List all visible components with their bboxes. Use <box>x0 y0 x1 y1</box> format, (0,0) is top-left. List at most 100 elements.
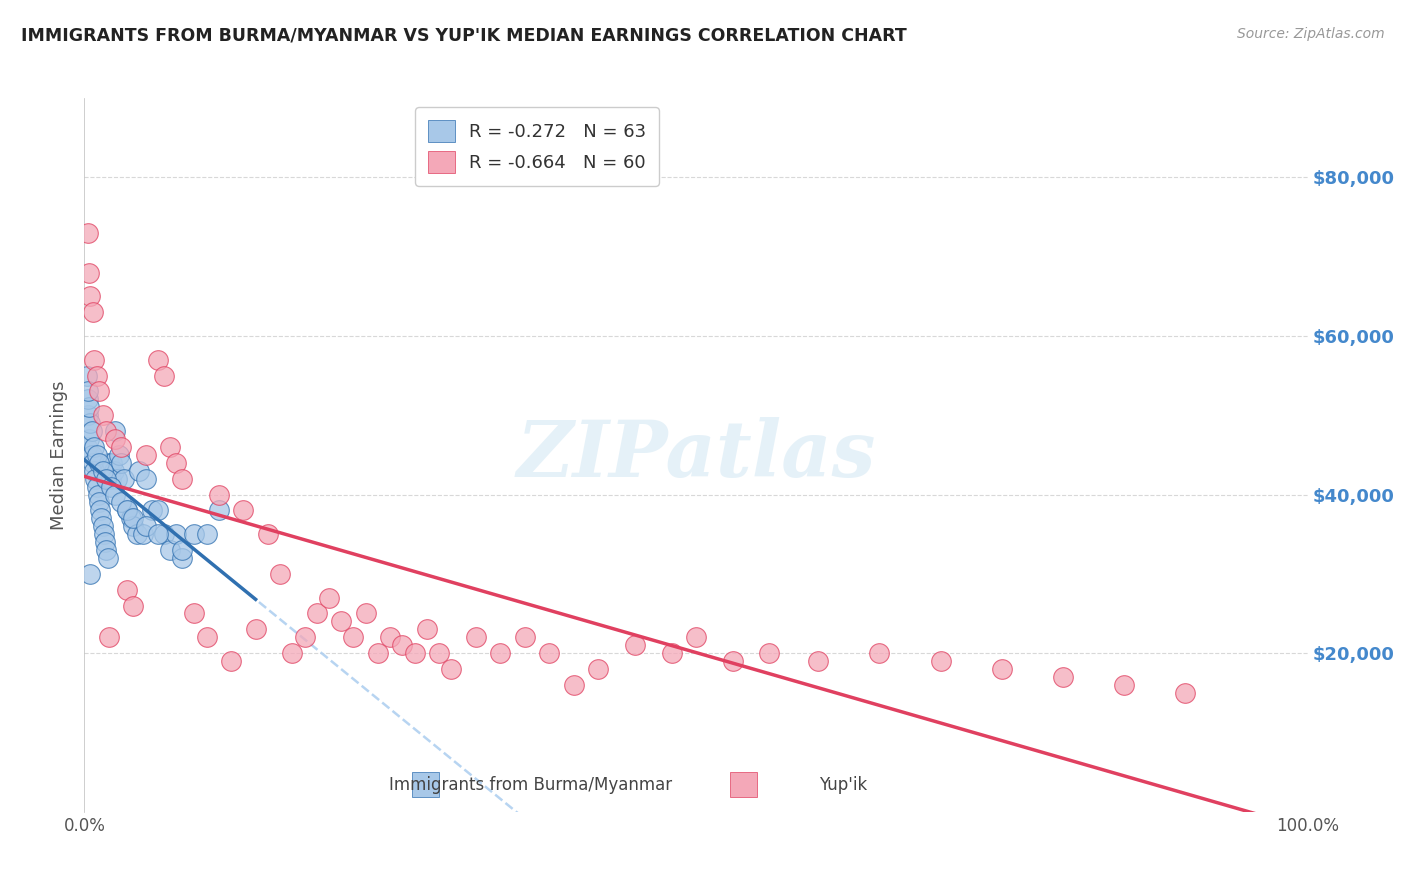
Point <box>153 527 176 541</box>
Point <box>489 646 512 660</box>
Point <box>96 543 118 558</box>
Text: Source: ZipAtlas.com: Source: ZipAtlas.com <box>1237 27 1385 41</box>
Point <box>87 456 110 470</box>
Point <box>367 646 389 660</box>
Legend: R = -0.272   N = 63, R = -0.664   N = 60: R = -0.272 N = 63, R = -0.664 N = 60 <box>415 107 659 186</box>
Point <box>141 503 163 517</box>
Point <box>79 289 101 303</box>
Point <box>183 527 205 541</box>
Point <box>380 630 402 644</box>
Point <box>110 440 132 454</box>
Point <box>96 472 118 486</box>
Point <box>110 456 132 470</box>
Point <box>342 630 364 644</box>
Point <box>77 384 100 399</box>
Point <box>86 368 108 383</box>
Point <box>135 472 157 486</box>
Point <box>125 527 148 541</box>
Point <box>77 226 100 240</box>
Point <box>758 646 780 660</box>
Point <box>146 352 169 367</box>
Point <box>1174 686 1197 700</box>
Point <box>135 519 157 533</box>
Point <box>80 424 103 438</box>
Point <box>76 368 98 383</box>
Point <box>721 654 744 668</box>
Point <box>101 456 124 470</box>
Y-axis label: Median Earnings: Median Earnings <box>51 380 69 530</box>
Point <box>1114 678 1136 692</box>
Bar <box>730 772 758 797</box>
Point <box>929 654 952 668</box>
Point <box>122 511 145 525</box>
Point <box>105 472 128 486</box>
Point <box>77 392 100 407</box>
Point <box>77 401 100 415</box>
Point <box>77 266 100 280</box>
Point <box>115 503 138 517</box>
Point <box>354 607 377 621</box>
Point <box>94 535 117 549</box>
Point <box>146 527 169 541</box>
Point <box>165 527 187 541</box>
Point <box>120 511 142 525</box>
Point <box>165 456 187 470</box>
Point <box>97 551 120 566</box>
Text: Immigrants from Burma/Myanmar: Immigrants from Burma/Myanmar <box>389 776 672 794</box>
Point <box>104 424 127 438</box>
Point <box>110 495 132 509</box>
Point <box>1052 670 1074 684</box>
Point <box>96 424 118 438</box>
Point <box>86 448 108 462</box>
Point <box>305 607 328 621</box>
Point <box>172 551 194 566</box>
Point <box>112 472 135 486</box>
Text: ZIPatlas: ZIPatlas <box>516 417 876 493</box>
Point <box>146 503 169 517</box>
Point <box>183 607 205 621</box>
Point <box>87 495 110 509</box>
Text: IMMIGRANTS FROM BURMA/MYANMAR VS YUP'IK MEDIAN EARNINGS CORRELATION CHART: IMMIGRANTS FROM BURMA/MYANMAR VS YUP'IK … <box>21 27 907 45</box>
Point <box>91 519 114 533</box>
Point <box>257 527 280 541</box>
Point <box>115 582 138 597</box>
Point <box>281 646 304 660</box>
Point <box>807 654 830 668</box>
Point <box>232 503 254 517</box>
Point <box>294 630 316 644</box>
Point <box>79 416 101 430</box>
Point <box>245 623 267 637</box>
Point <box>91 464 114 478</box>
Point <box>661 646 683 660</box>
Point <box>82 305 104 319</box>
Text: Yup'ik: Yup'ik <box>818 776 868 794</box>
Point <box>87 487 110 501</box>
Point <box>87 384 110 399</box>
Point <box>76 440 98 454</box>
Point <box>82 456 104 470</box>
Point <box>159 440 181 454</box>
Point <box>100 480 122 494</box>
Point <box>208 487 231 501</box>
Point <box>562 678 585 692</box>
Point <box>83 352 105 367</box>
Point <box>77 432 100 446</box>
Point <box>122 519 145 533</box>
Point <box>172 472 194 486</box>
Point <box>97 630 120 644</box>
Point <box>100 472 122 486</box>
Point <box>122 599 145 613</box>
Point <box>107 448 129 462</box>
Point <box>84 472 107 486</box>
Point <box>624 638 647 652</box>
Point <box>90 511 112 525</box>
Point <box>330 615 353 629</box>
Bar <box>412 772 439 797</box>
Point <box>132 527 155 541</box>
Point <box>104 487 127 501</box>
Point <box>79 566 101 581</box>
Point <box>135 448 157 462</box>
Point <box>97 456 120 470</box>
Point <box>115 503 138 517</box>
Point <box>208 503 231 517</box>
